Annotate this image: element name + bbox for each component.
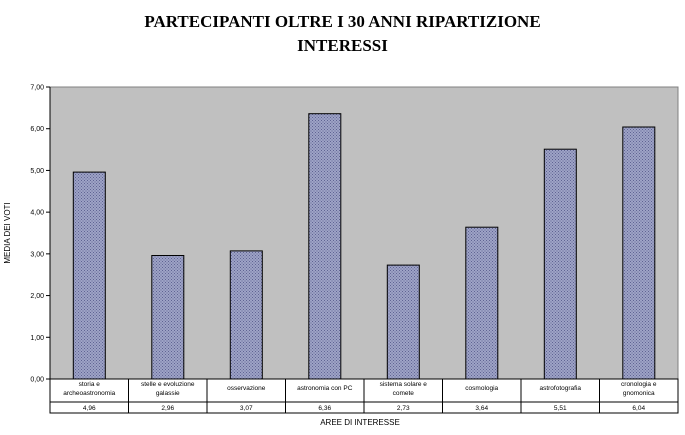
category-label: cronologia e: [621, 381, 657, 388]
y-tick-label: 4,00: [30, 210, 44, 217]
y-tick-label: 1,00: [30, 335, 44, 342]
bar: [386, 264, 420, 380]
value-label: 2,73: [397, 405, 410, 412]
bar-series: [72, 113, 656, 380]
value-label: 3,64: [475, 405, 488, 412]
value-label: 4,96: [83, 405, 96, 412]
y-tick-label: 3,00: [30, 251, 44, 258]
data-table: storia e archeoastronomia 4,96 stelle e evo…: [49, 378, 679, 414]
bar: [308, 113, 342, 380]
y-tick-label: 7,00: [30, 85, 44, 92]
bar: [229, 250, 263, 380]
chart-title: PARTECIPANTI OLTRE I 30 ANNI RIPARTIZION…: [144, 12, 541, 55]
y-axis-label: MEDIA DEI VOTI: [3, 202, 12, 263]
category-label: archeoastronomia: [63, 390, 115, 397]
category-label: comete: [393, 390, 415, 397]
bar: [72, 171, 106, 380]
value-label: 6,36: [318, 405, 331, 412]
x-axis-label: AREE DI INTERESSE: [320, 418, 400, 427]
value-label: 6,04: [632, 405, 645, 412]
category-label: gnomonica: [623, 390, 655, 397]
value-label: 5,51: [554, 405, 567, 412]
category-label: stelle e evoluzione: [141, 381, 195, 388]
value-label: 3,07: [240, 405, 253, 412]
category-label: storia e: [79, 381, 101, 388]
y-tick-label: 6,00: [30, 126, 44, 133]
bar: [622, 126, 656, 380]
category-label: galassie: [156, 390, 180, 397]
bar: [543, 148, 577, 380]
y-tick-label: 5,00: [30, 168, 44, 175]
category-label: cosmologia: [465, 385, 498, 392]
category-label: astronomia con PC: [297, 385, 353, 392]
plot-area: [49, 86, 679, 380]
bar: [151, 255, 185, 380]
bar: [465, 226, 499, 380]
y-axis: 0,00 1,00 2,00 3,00 4,00 5,00 6,00 7,00: [30, 85, 51, 384]
y-tick-label: 2,00: [30, 293, 44, 300]
category-label: osservazione: [227, 385, 266, 392]
y-tick-label: 0,00: [30, 377, 44, 384]
value-label: 2,96: [161, 405, 174, 412]
category-label: astrofotografia: [539, 385, 581, 392]
category-label: sistema solare e: [380, 381, 428, 388]
